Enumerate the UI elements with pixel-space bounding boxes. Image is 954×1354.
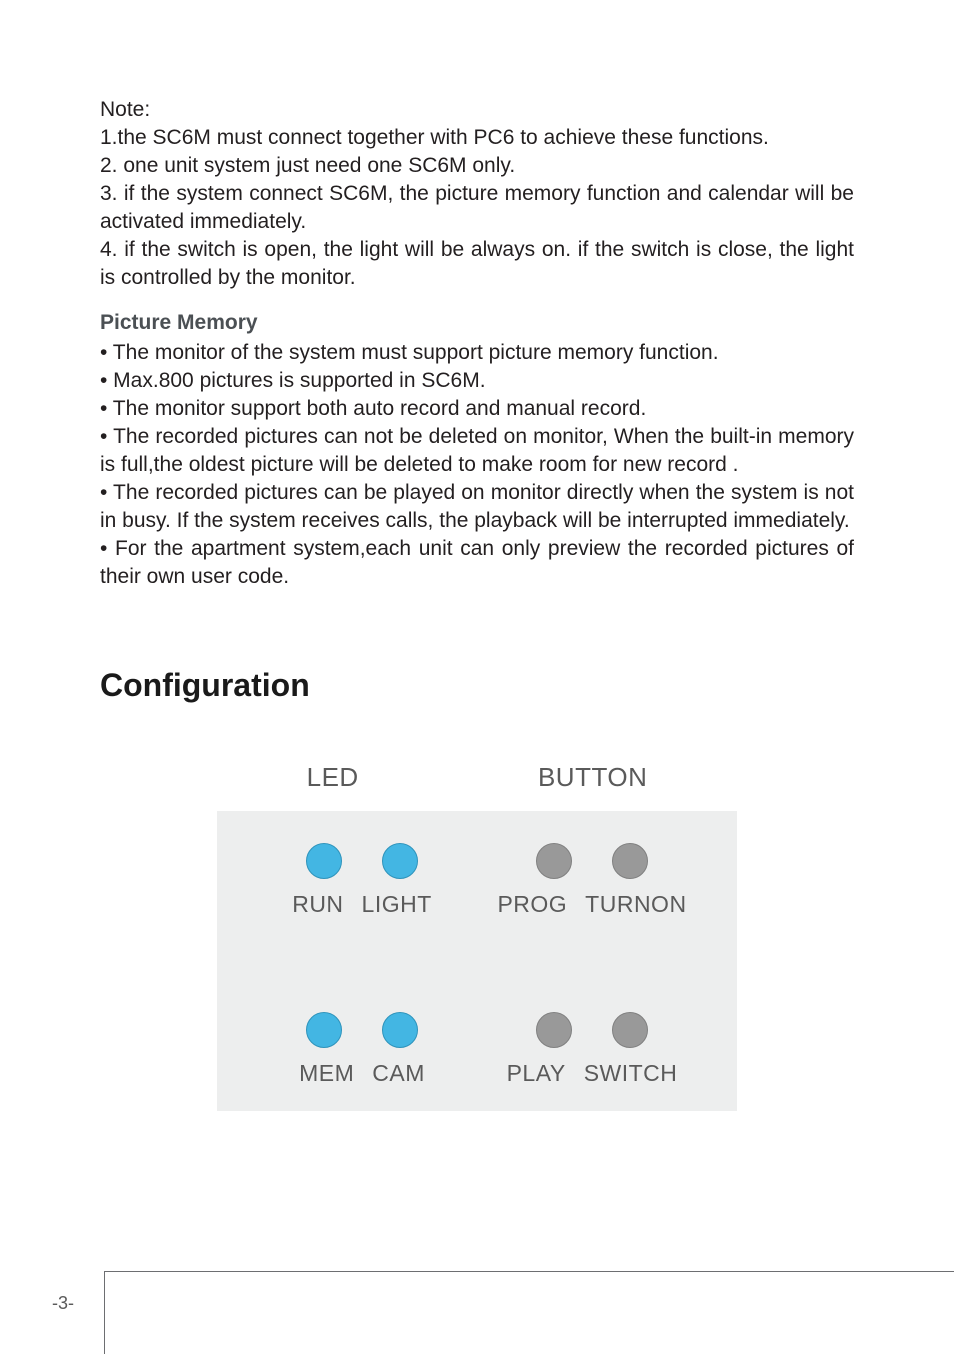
button-header-label: BUTTON: [538, 762, 647, 793]
footer-rule-vertical: [104, 1272, 105, 1354]
note-item-1: 1.the SC6M must connect together with PC…: [100, 124, 854, 152]
pm-bullet-2: • Max.800 pictures is supported in SC6M.: [100, 367, 854, 395]
note-item-2: 2. one unit system just need one SC6M on…: [100, 152, 854, 180]
picture-memory-title: Picture Memory: [100, 309, 854, 337]
led-cam: [382, 1012, 418, 1048]
note-heading: Note:: [100, 96, 854, 124]
led-header-label: LED: [307, 762, 359, 793]
configuration-heading: Configuration: [100, 667, 854, 704]
configuration-diagram: LED BUTTON RUN LIGHT: [100, 762, 854, 1111]
led-column: RUN LIGHT MEM CAM: [247, 843, 477, 1087]
led-run: [306, 843, 342, 879]
button-play[interactable]: [536, 1012, 572, 1048]
note-item-3: 3. if the system connect SC6M, the pictu…: [100, 180, 854, 236]
note-item-4: 4. if the switch is open, the light will…: [100, 236, 854, 292]
pm-bullet-5: • The recorded pictures can be played on…: [100, 479, 854, 535]
page-number: -3-: [52, 1293, 74, 1314]
footer-rule-horizontal: [104, 1271, 954, 1272]
led-light: [382, 843, 418, 879]
button-column: PROG TURNON PLAY SWITCH: [477, 843, 707, 1087]
note-block: Note: 1.the SC6M must connect together w…: [100, 96, 854, 291]
button-turnon[interactable]: [612, 843, 648, 879]
led-cam-label: CAM: [372, 1060, 425, 1087]
pm-bullet-1: • The monitor of the system must support…: [100, 339, 854, 367]
button-turnon-label: TURNON: [585, 891, 686, 918]
button-switch[interactable]: [612, 1012, 648, 1048]
pm-bullet-3: • The monitor support both auto record a…: [100, 395, 854, 423]
button-prog-label: PROG: [497, 891, 567, 918]
picture-memory-block: Picture Memory • The monitor of the syst…: [100, 309, 854, 590]
led-mem: [306, 1012, 342, 1048]
pm-bullet-4: • The recorded pictures can not be delet…: [100, 423, 854, 479]
button-switch-label: SWITCH: [584, 1060, 678, 1087]
led-mem-label: MEM: [299, 1060, 354, 1087]
led-light-label: LIGHT: [362, 891, 432, 918]
pm-bullet-6: • For the apartment system,each unit can…: [100, 535, 854, 591]
button-play-label: PLAY: [507, 1060, 566, 1087]
config-panel: RUN LIGHT MEM CAM: [217, 811, 737, 1111]
led-run-label: RUN: [292, 891, 343, 918]
button-prog[interactable]: [536, 843, 572, 879]
